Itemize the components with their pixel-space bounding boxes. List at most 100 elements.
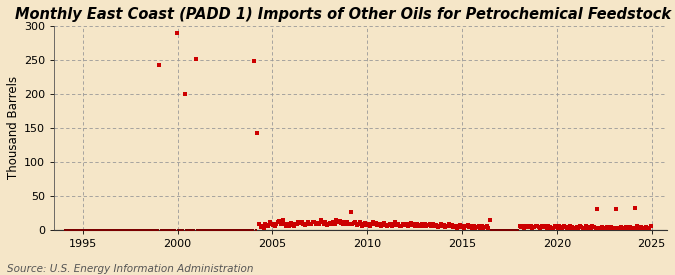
Point bbox=[61, 228, 72, 232]
Point bbox=[379, 221, 389, 225]
Point bbox=[458, 224, 468, 228]
Point bbox=[508, 228, 519, 232]
Point bbox=[290, 221, 300, 226]
Point bbox=[76, 228, 87, 232]
Point bbox=[407, 223, 418, 227]
Point bbox=[211, 228, 221, 232]
Point bbox=[500, 228, 511, 232]
Point bbox=[317, 219, 327, 224]
Point bbox=[495, 228, 506, 232]
Point bbox=[105, 228, 116, 232]
Point bbox=[214, 228, 225, 232]
Point bbox=[315, 217, 326, 222]
Point bbox=[75, 228, 86, 232]
Point bbox=[215, 228, 226, 232]
Point bbox=[127, 228, 138, 232]
Point bbox=[198, 228, 209, 232]
Point bbox=[544, 225, 555, 229]
Point bbox=[479, 225, 490, 229]
Point bbox=[557, 226, 568, 230]
Point bbox=[284, 224, 294, 228]
Point bbox=[335, 221, 346, 225]
Point bbox=[252, 130, 263, 135]
Point bbox=[236, 228, 247, 232]
Point bbox=[467, 226, 478, 230]
Point bbox=[624, 226, 634, 231]
Point bbox=[92, 228, 103, 232]
Point bbox=[69, 228, 80, 232]
Point bbox=[644, 226, 655, 231]
Point bbox=[254, 222, 265, 227]
Point bbox=[626, 226, 637, 230]
Point bbox=[268, 223, 279, 227]
Point bbox=[377, 222, 387, 227]
Point bbox=[483, 226, 493, 230]
Point bbox=[386, 224, 397, 228]
Point bbox=[282, 221, 293, 226]
Point bbox=[510, 228, 520, 232]
Point bbox=[348, 221, 359, 225]
Point bbox=[364, 224, 375, 228]
Point bbox=[111, 228, 122, 232]
Point bbox=[250, 228, 261, 232]
Point bbox=[302, 220, 313, 224]
Point bbox=[86, 228, 97, 232]
Point bbox=[338, 222, 348, 227]
Point bbox=[108, 228, 119, 232]
Point bbox=[168, 228, 179, 232]
Point bbox=[206, 228, 217, 232]
Point bbox=[296, 220, 307, 224]
Point bbox=[78, 228, 89, 232]
Point bbox=[247, 228, 258, 232]
Point bbox=[242, 228, 253, 232]
Point bbox=[611, 207, 622, 211]
Point bbox=[645, 224, 656, 229]
Point bbox=[256, 224, 267, 229]
Point bbox=[227, 228, 238, 232]
Point bbox=[543, 224, 554, 229]
Point bbox=[180, 92, 190, 96]
Point bbox=[261, 223, 272, 227]
Point bbox=[454, 223, 465, 227]
Point bbox=[631, 224, 642, 229]
Point bbox=[504, 228, 514, 232]
Point bbox=[195, 228, 206, 232]
Point bbox=[486, 228, 497, 232]
Point bbox=[425, 221, 435, 226]
Point bbox=[325, 221, 335, 225]
Point bbox=[475, 226, 485, 230]
Point bbox=[380, 223, 391, 227]
Point bbox=[562, 226, 572, 231]
Point bbox=[568, 226, 579, 231]
Point bbox=[59, 228, 70, 232]
Point bbox=[587, 224, 598, 229]
Point bbox=[393, 221, 404, 226]
Point bbox=[405, 221, 416, 225]
Point bbox=[201, 228, 212, 232]
Point bbox=[464, 225, 475, 229]
Point bbox=[129, 228, 140, 232]
Point bbox=[155, 228, 166, 232]
Point bbox=[225, 228, 236, 232]
Point bbox=[360, 221, 371, 225]
Point bbox=[400, 221, 411, 226]
Point bbox=[265, 219, 275, 224]
Point bbox=[465, 224, 476, 228]
Point bbox=[427, 222, 438, 227]
Point bbox=[189, 228, 200, 232]
Point bbox=[107, 228, 117, 232]
Point bbox=[541, 226, 552, 230]
Point bbox=[141, 228, 152, 232]
Point bbox=[598, 226, 609, 230]
Point bbox=[74, 228, 84, 232]
Point bbox=[551, 225, 562, 229]
Point bbox=[213, 228, 223, 232]
Point bbox=[314, 222, 325, 227]
Point bbox=[160, 228, 171, 232]
Point bbox=[468, 224, 479, 229]
Point bbox=[450, 224, 460, 228]
Point bbox=[487, 228, 498, 232]
Point bbox=[462, 223, 473, 227]
Point bbox=[65, 228, 76, 232]
Point bbox=[339, 219, 350, 224]
